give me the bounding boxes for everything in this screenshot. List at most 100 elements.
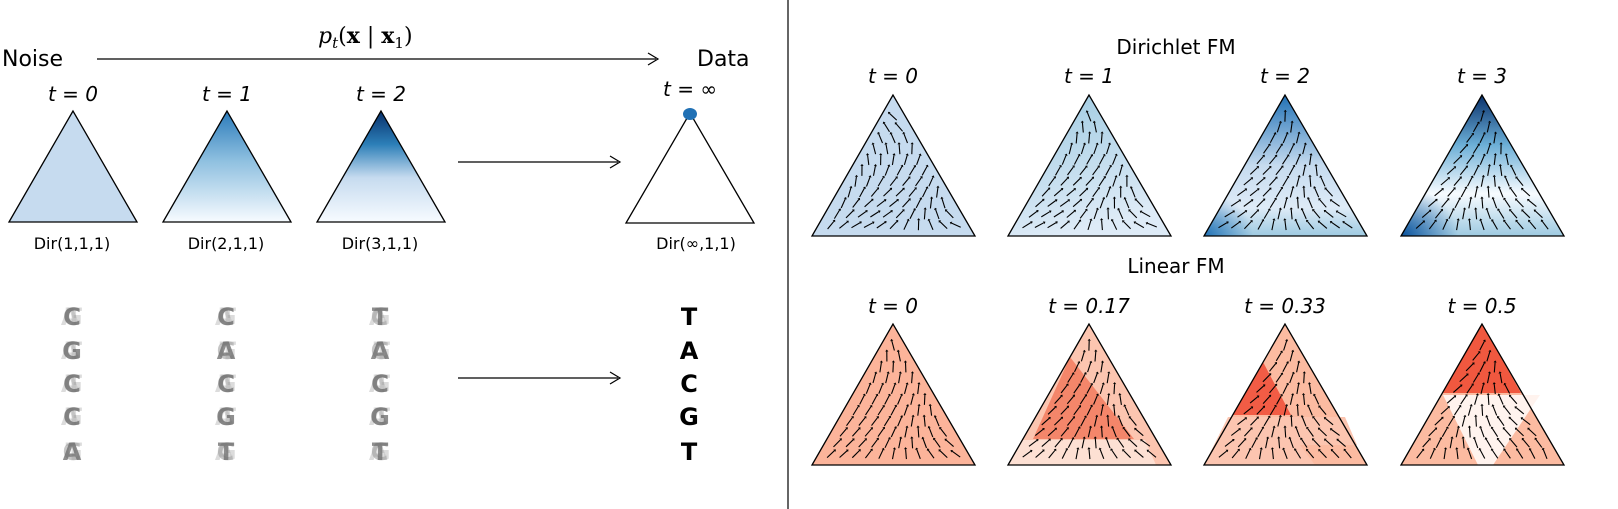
field-arrow-head xyxy=(1116,437,1120,441)
field-arrow xyxy=(871,395,878,405)
field-arrow-head xyxy=(881,382,885,386)
field-arrow-head xyxy=(1508,394,1512,398)
field-arrow xyxy=(889,177,897,187)
field-arrow xyxy=(1085,199,1093,208)
field-arrow-head xyxy=(938,220,942,223)
field-arrow xyxy=(1493,133,1497,144)
field-arrow xyxy=(1060,177,1069,186)
field-arrow-head xyxy=(905,425,909,428)
field-arrow-head xyxy=(1048,416,1051,420)
dirichlet-simplex-3 xyxy=(1399,93,1566,237)
t-label-0: t = 0 xyxy=(48,82,98,106)
field-arrow xyxy=(1344,449,1352,459)
field-arrow-head xyxy=(938,449,942,452)
field-arrow xyxy=(1475,209,1478,220)
field-arrow-head xyxy=(1277,436,1281,439)
field-arrow-head xyxy=(1256,416,1259,420)
field-arrow-head xyxy=(939,426,942,430)
field-arrow-head xyxy=(1076,447,1080,450)
field-arrow-head xyxy=(862,393,866,397)
field-arrow-head xyxy=(882,426,886,430)
field-arrow xyxy=(1295,220,1301,230)
field-arrow-head xyxy=(900,415,904,418)
field-arrow-head xyxy=(1042,221,1046,225)
field-arrow-head xyxy=(1477,143,1480,146)
field-arrow xyxy=(1504,220,1511,230)
field-arrow-head xyxy=(1458,197,1462,200)
field-arrow-head xyxy=(1066,176,1070,180)
field-arrow xyxy=(916,449,921,459)
sequence-ghost-letter: T xyxy=(66,370,83,398)
field-arrow xyxy=(923,416,926,427)
field-arrow-head xyxy=(1422,220,1425,224)
field-arrow-head xyxy=(849,185,853,189)
field-arrow-head xyxy=(1238,428,1241,431)
field-arrow-head xyxy=(891,360,896,363)
field-arrow xyxy=(1325,210,1334,218)
field-arrow xyxy=(1113,405,1116,416)
field-arrow-head xyxy=(1492,382,1496,385)
field-arrow-head xyxy=(933,415,937,418)
field-arrow-head xyxy=(1471,383,1474,386)
field-arrow-head xyxy=(903,447,908,450)
field-arrow xyxy=(927,449,935,459)
field-arrow xyxy=(1123,221,1131,230)
field-arrow xyxy=(1498,395,1504,405)
field-arrow xyxy=(1472,122,1479,133)
field-arrow xyxy=(922,438,928,449)
field-arrow-head xyxy=(1101,403,1105,407)
field-arrow xyxy=(1075,133,1078,144)
field-arrow xyxy=(859,395,865,405)
field-arrow xyxy=(1289,187,1294,198)
field-arrow xyxy=(1480,427,1485,438)
field-arrow-head xyxy=(1084,208,1088,212)
field-arrow-head xyxy=(1118,393,1122,396)
field-arrow-head xyxy=(1073,188,1076,191)
dirichlet-simplex-0 xyxy=(810,93,977,237)
field-arrow-head xyxy=(1122,449,1125,452)
field-arrow-head xyxy=(1134,198,1138,201)
field-arrow-head xyxy=(916,425,920,428)
field-arrow-head xyxy=(902,187,905,191)
field-arrow-head xyxy=(899,393,903,396)
field-arrow-head xyxy=(1295,403,1300,406)
field-arrow-head xyxy=(1324,438,1327,442)
field-arrow xyxy=(839,450,848,458)
field-arrow-head xyxy=(1053,448,1057,452)
field-arrow xyxy=(1054,439,1062,448)
field-arrow xyxy=(833,439,841,448)
field-arrow xyxy=(1256,155,1264,165)
field-arrow-head xyxy=(1255,437,1258,440)
field-arrow xyxy=(1068,144,1073,155)
field-arrow xyxy=(1080,144,1085,155)
field-arrow-head xyxy=(1515,198,1518,201)
field-arrow xyxy=(1441,427,1448,438)
field-arrow xyxy=(1415,221,1424,229)
field-arrow xyxy=(939,450,948,458)
field-arrow-head xyxy=(851,415,854,419)
field-arrow xyxy=(910,416,914,427)
field-arrow-head xyxy=(1286,154,1290,157)
field-arrow xyxy=(1028,439,1038,447)
field-arrow xyxy=(867,155,870,166)
field-arrow xyxy=(1301,438,1308,448)
field-arrow xyxy=(1101,220,1103,231)
field-arrow xyxy=(1309,176,1312,187)
simplex-dir111 xyxy=(7,109,139,223)
field-arrow xyxy=(898,144,901,155)
field-arrow-head xyxy=(887,164,891,167)
field-arrow-head xyxy=(1267,143,1271,147)
field-arrow-head xyxy=(1278,414,1282,418)
field-arrow xyxy=(1262,395,1271,404)
field-arrow-head xyxy=(1090,382,1093,386)
field-arrow-head xyxy=(1250,220,1253,223)
field-arrow xyxy=(1250,210,1258,219)
field-arrow xyxy=(1256,199,1265,208)
field-arrow xyxy=(1479,340,1485,351)
field-arrow xyxy=(1302,144,1306,155)
field-arrow xyxy=(1086,111,1092,122)
sequence-letter: G xyxy=(216,403,236,431)
field-arrow-head xyxy=(863,416,867,419)
field-arrow xyxy=(1504,198,1511,208)
field-arrow-head xyxy=(1306,219,1309,223)
